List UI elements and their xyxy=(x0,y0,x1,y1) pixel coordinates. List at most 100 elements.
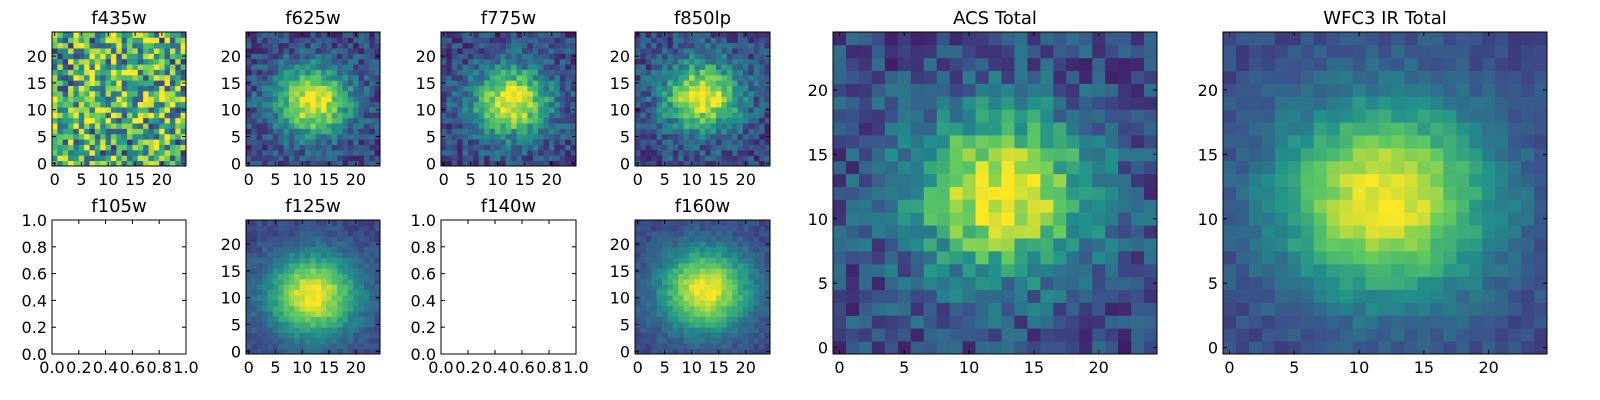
heatmap-cell xyxy=(304,53,311,60)
heatmap-cell xyxy=(267,327,274,333)
heatmap-cell xyxy=(1313,225,1328,239)
heatmap-cell xyxy=(1482,160,1496,175)
heatmap-cell xyxy=(57,117,64,124)
heatmap-cell xyxy=(84,48,90,54)
heatmap-cell xyxy=(640,128,647,135)
heatmap-cell xyxy=(478,42,485,49)
heatmap-cell xyxy=(651,85,657,92)
heatmap-cell xyxy=(288,295,295,301)
x-tick-label: 0 xyxy=(50,170,60,189)
heatmap-cell xyxy=(1300,70,1315,84)
heatmap-cell xyxy=(1248,328,1263,342)
heatmap-cell xyxy=(169,64,176,70)
heatmap-cell xyxy=(321,311,327,317)
heatmap-cell xyxy=(337,262,343,269)
heatmap-cell xyxy=(1391,70,1405,84)
heatmap-cell xyxy=(169,128,176,135)
heatmap-cell xyxy=(473,96,480,103)
heatmap-cell xyxy=(936,160,951,175)
heatmap-cell xyxy=(127,32,133,38)
heatmap-cell xyxy=(505,149,512,156)
heatmap-cell xyxy=(347,300,354,307)
heatmap-cell xyxy=(310,343,317,350)
heatmap-cell xyxy=(753,80,760,86)
heatmap-cell xyxy=(256,300,263,307)
heatmap-cell xyxy=(374,101,381,108)
heatmap-cell xyxy=(369,32,376,38)
heatmap-cell xyxy=(1417,186,1431,200)
heatmap-cell xyxy=(1430,70,1444,84)
heatmap-cell xyxy=(710,85,717,92)
heatmap-cell xyxy=(1001,135,1015,149)
heatmap-cell xyxy=(89,80,96,86)
heatmap-cell xyxy=(451,160,458,167)
heatmap-cell xyxy=(489,58,496,65)
heatmap-cell xyxy=(369,107,376,113)
heatmap-cell xyxy=(363,139,370,145)
heatmap-cell xyxy=(1014,315,1028,329)
heatmap-cell xyxy=(710,53,717,60)
heatmap-cell xyxy=(554,101,561,108)
heatmap-cell xyxy=(1014,135,1028,149)
heatmap-cell xyxy=(683,149,690,156)
heatmap-cell xyxy=(451,90,458,97)
heatmap-cell xyxy=(468,58,474,65)
heatmap-cell xyxy=(1456,199,1470,213)
heatmap-cell xyxy=(721,37,728,44)
heatmap-cell xyxy=(342,311,349,317)
heatmap-cell xyxy=(62,69,69,76)
y-tick-label: 20 xyxy=(610,47,630,66)
heatmap-cell xyxy=(522,48,528,54)
heatmap-cell xyxy=(949,186,963,200)
heatmap-cell xyxy=(278,42,284,49)
heatmap-cell xyxy=(1118,341,1132,355)
heatmap-cell xyxy=(1300,225,1315,239)
heatmap-cell xyxy=(1079,341,1093,355)
heatmap-cell xyxy=(554,144,561,151)
heatmap-cell xyxy=(500,101,507,108)
heatmap-cell xyxy=(532,133,539,140)
heatmap-cell xyxy=(1326,70,1341,84)
heatmap-cell xyxy=(516,107,523,113)
heatmap-cell xyxy=(672,321,679,328)
heatmap-cell xyxy=(132,107,139,113)
heatmap-cell xyxy=(1235,109,1250,123)
heatmap-cell xyxy=(1235,122,1250,136)
heatmap-cell xyxy=(342,268,349,274)
heatmap-cell xyxy=(363,112,370,119)
heatmap-cell xyxy=(897,57,912,72)
heatmap-cell xyxy=(1443,341,1457,355)
heatmap-cell xyxy=(505,64,512,70)
heatmap-cell xyxy=(358,225,365,232)
heatmap-cell xyxy=(565,128,571,135)
heatmap-cell xyxy=(473,112,480,119)
heatmap-cell xyxy=(251,160,258,167)
heatmap-cell xyxy=(949,173,963,187)
heatmap-cell xyxy=(1066,341,1080,355)
heatmap-cell xyxy=(726,74,733,81)
heatmap-cell xyxy=(753,101,760,108)
heatmap-cell xyxy=(288,236,295,242)
heatmap-cell xyxy=(694,305,701,312)
heatmap-cell xyxy=(516,69,523,76)
heatmap-cell xyxy=(689,112,695,119)
heatmap-cell xyxy=(764,144,771,151)
heatmap-cell xyxy=(315,85,322,92)
heatmap-cell xyxy=(716,69,722,76)
heatmap-cell xyxy=(683,284,690,291)
heatmap-cell xyxy=(1430,199,1444,213)
heatmap-cell xyxy=(347,90,354,97)
heatmap-cell xyxy=(304,69,311,76)
heatmap-cell xyxy=(1118,199,1132,213)
heatmap-cell xyxy=(710,42,717,49)
heatmap-cell xyxy=(175,149,182,156)
heatmap-cell xyxy=(267,64,274,70)
heatmap-cell xyxy=(110,58,117,65)
heatmap-cell xyxy=(1417,96,1431,110)
heatmap-cell xyxy=(1092,44,1106,59)
heatmap-cell xyxy=(57,144,64,151)
heatmap-cell xyxy=(1248,276,1263,290)
heatmap-cell xyxy=(910,70,925,84)
heatmap-cell xyxy=(127,107,133,113)
heatmap-cell xyxy=(1443,32,1457,46)
